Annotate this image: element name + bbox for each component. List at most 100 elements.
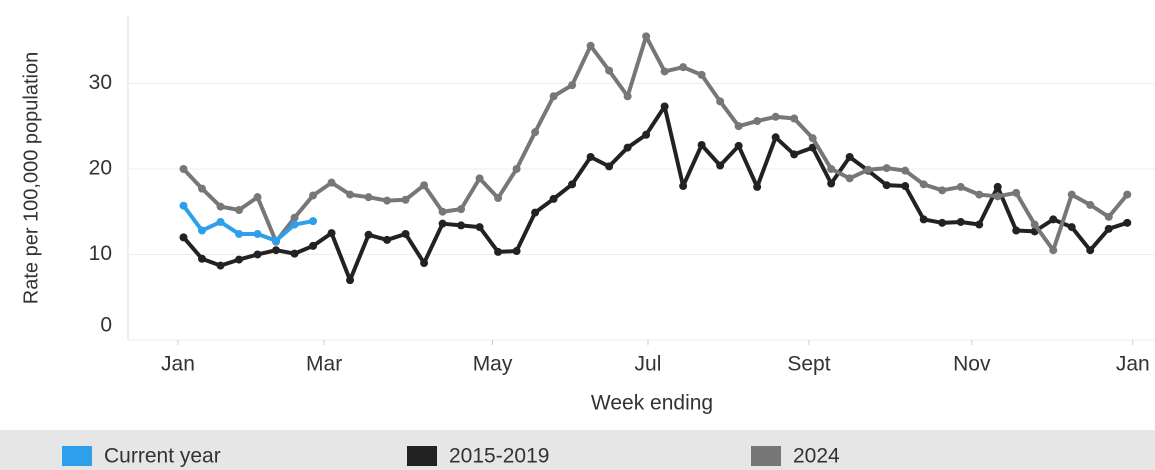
data-point [531,208,540,217]
data-point [1012,188,1021,197]
data-point [827,179,836,188]
data-point [734,141,743,150]
data-point [1049,215,1058,224]
data-point [1030,220,1039,229]
data-point [679,182,688,191]
data-point [1012,226,1021,235]
data-point [771,133,780,142]
data-point [753,182,762,191]
data-point [198,184,207,193]
legend-swatch [407,446,437,466]
data-point [420,181,429,190]
data-point [623,143,632,152]
data-point [457,205,466,214]
x-tick-label: Nov [953,353,991,376]
series-line [182,104,1128,283]
data-point [383,196,392,205]
data-point [716,97,725,106]
data-point [993,192,1002,201]
data-point [216,217,225,226]
data-point [475,174,484,183]
data-point [327,229,336,238]
data-point [327,178,336,187]
data-point [1104,224,1113,233]
data-point [790,114,799,123]
data-point [549,194,558,203]
data-point [438,219,447,228]
data-point [827,164,836,173]
data-point [586,152,595,161]
data-point [697,141,706,149]
x-tick-label: May [473,353,513,376]
data-point [1123,218,1132,227]
data-point [882,181,891,190]
data-point [845,152,854,161]
data-point [716,161,725,170]
data-point [235,255,244,264]
data-point [494,247,503,256]
legend-label: 2015-2019 [449,445,549,468]
legend-label: 2024 [793,445,840,468]
data-point [623,92,632,101]
data-point [457,221,466,230]
data-point [660,102,669,111]
data-point [568,180,577,189]
data-point [420,259,429,268]
data-point [438,207,447,216]
data-point [864,165,873,174]
data-point [364,230,373,239]
data-point [198,254,207,263]
data-point [975,220,984,229]
data-point [845,174,854,183]
data-point [808,134,817,143]
data-point [290,220,299,229]
data-point [290,249,299,258]
legend-background [0,430,1155,470]
data-point [679,63,688,72]
data-point [956,217,965,226]
data-point [771,112,780,121]
data-point [494,194,503,203]
data-point [1067,223,1076,232]
data-point [605,66,614,75]
data-point [642,32,651,41]
data-point [753,117,762,126]
data-point [253,193,262,202]
data-point [1049,246,1058,255]
x-tick-label: Jul [635,353,662,376]
data-point [290,213,299,222]
data-point [1104,212,1113,221]
data-point [309,241,318,250]
data-point [179,201,188,210]
data-point [179,164,188,173]
x-tick-label: Jan [1116,353,1150,376]
data-point [309,191,318,200]
data-point [734,122,743,131]
x-tick-label: Jan [161,353,195,376]
data-point [253,229,262,238]
data-point [808,143,817,152]
data-point [956,182,965,191]
data-point [660,67,669,76]
data-point [586,41,595,50]
data-point [642,130,651,139]
y-axis-label: Rate per 100,000 population [20,52,42,304]
x-tick-label: Mar [306,353,342,376]
data-point [901,182,910,191]
data-point [605,162,614,171]
data-point [216,261,225,270]
data-point [512,247,521,256]
data-point [475,223,484,232]
data-point [531,128,540,137]
data-point [938,186,947,195]
data-point [253,250,262,259]
data-point [882,164,891,173]
data-point [1086,246,1095,255]
data-point [346,190,355,199]
data-point [790,150,799,159]
data-point [346,276,355,285]
data-point [235,229,244,238]
data-point [364,193,373,202]
data-point [383,235,392,244]
